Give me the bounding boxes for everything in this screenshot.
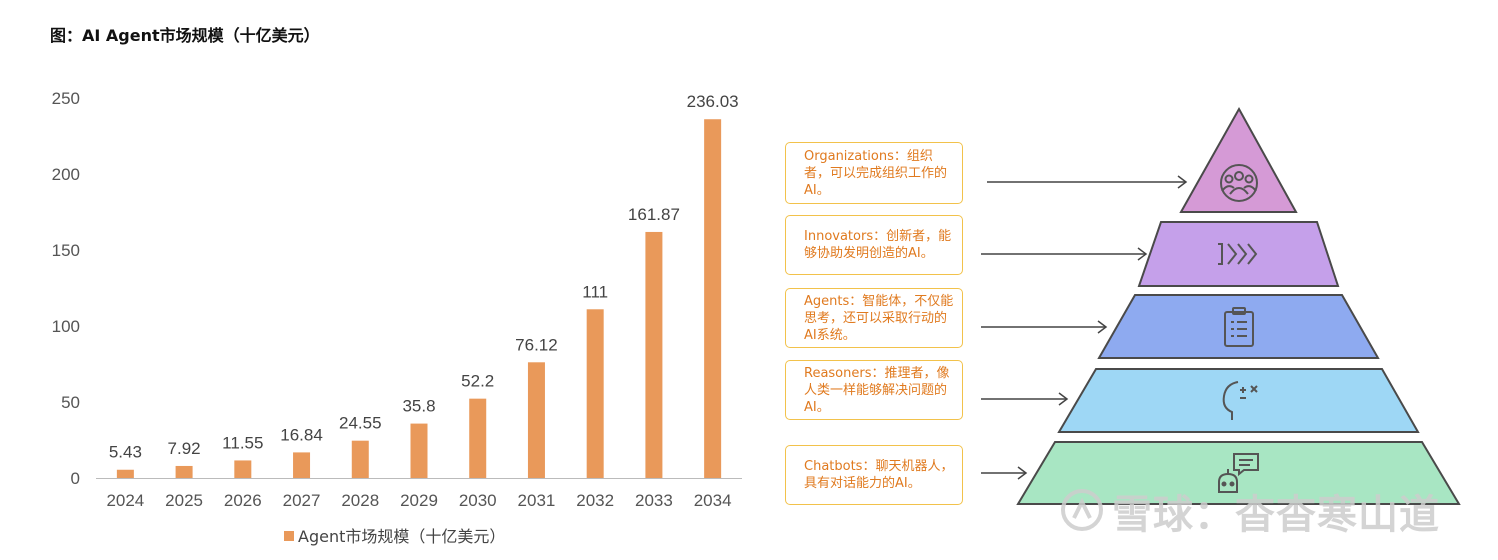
arrow-head: [1017, 466, 1028, 480]
bar: [645, 231, 663, 478]
y-tick-label: 100: [52, 317, 80, 336]
callout-organizations: Organizations：组织者，可以完成组织工作的AI。: [785, 142, 963, 204]
bar: [410, 423, 428, 478]
head-thinking-icon: [1222, 381, 1258, 420]
data-label: 24.55: [339, 414, 382, 433]
data-label: 7.92: [168, 439, 201, 458]
data-label: 161.87: [628, 205, 680, 224]
snowball-logo-icon: [1061, 489, 1103, 531]
data-label: 111: [582, 282, 608, 301]
arrow-head: [1058, 392, 1069, 406]
y-tick-label: 250: [52, 89, 80, 108]
x-tick-label: 2031: [518, 491, 556, 510]
callout-agents: Agents：智能体，不仅能思考，还可以采取行动的AI系统。: [785, 288, 963, 348]
bars-layer: 0 50 100 150 200 250 5.43 2024 7.92 2025 11.55 2026…: [52, 89, 742, 546]
pyramid-level: [1179, 106, 1298, 213]
bar: [704, 119, 722, 478]
clipboard-icon: [1224, 307, 1254, 347]
data-label: 5.43: [109, 443, 142, 462]
data-label: 236.03: [687, 92, 739, 111]
bar: [175, 465, 193, 478]
data-label: 76.12: [515, 335, 558, 354]
callout-reasoners: Reasoners：推理者，像人类一样能够解决问题的AI。: [785, 360, 963, 420]
pyramid-layer: [981, 106, 1461, 505]
legend-swatch: [284, 531, 294, 541]
x-tick-label: 2028: [341, 491, 379, 510]
watermark: 雪球：杳杳寒山道: [1112, 492, 1440, 538]
pyramid-level: [1137, 221, 1340, 287]
pyramid-level: [1097, 294, 1380, 359]
x-tick-label: 2026: [224, 491, 262, 510]
x-tick-label: 2032: [576, 491, 614, 510]
x-tick-label: 2025: [165, 491, 203, 510]
bar: [469, 398, 487, 478]
x-tick-label: 2034: [694, 491, 732, 510]
arrow-head: [1137, 247, 1148, 261]
x-tick-label: 2033: [635, 491, 673, 510]
chat-robot-icon: [1218, 453, 1259, 493]
legend-label: Agent市场规模（十亿美元）: [298, 527, 505, 546]
pyramid-level: [1057, 368, 1420, 433]
y-tick-label: 200: [52, 165, 80, 184]
arrow-head: [1097, 320, 1108, 334]
bar: [351, 440, 369, 478]
y-tick-label: 150: [52, 241, 80, 260]
bar: [586, 309, 604, 478]
chevrons-right-icon: [1218, 243, 1258, 265]
bar: [293, 452, 311, 478]
data-label: 35.8: [402, 397, 435, 416]
y-tick-label: 0: [71, 469, 80, 488]
data-label: 52.2: [461, 372, 494, 391]
callout-innovators: Innovators：创新者，能够协助发明创造的AI。: [785, 215, 963, 275]
data-label: 11.55: [222, 433, 263, 452]
y-tick-label: 50: [61, 393, 80, 412]
bar: [234, 460, 252, 478]
data-label: 16.84: [280, 425, 323, 444]
figure-title: 图：AI Agent市场规模（十亿美元）: [50, 26, 320, 45]
x-tick-label: 2024: [106, 491, 144, 510]
x-tick-label: 2029: [400, 491, 438, 510]
callout-chatbots: Chatbots：聊天机器人，具有对话能力的AI。: [785, 445, 963, 505]
people-group-icon: [1220, 164, 1258, 202]
bar: [116, 469, 134, 478]
bar: [527, 362, 545, 478]
x-tick-label: 2027: [283, 491, 321, 510]
x-tick-label: 2030: [459, 491, 497, 510]
arrow-head: [1177, 175, 1188, 189]
